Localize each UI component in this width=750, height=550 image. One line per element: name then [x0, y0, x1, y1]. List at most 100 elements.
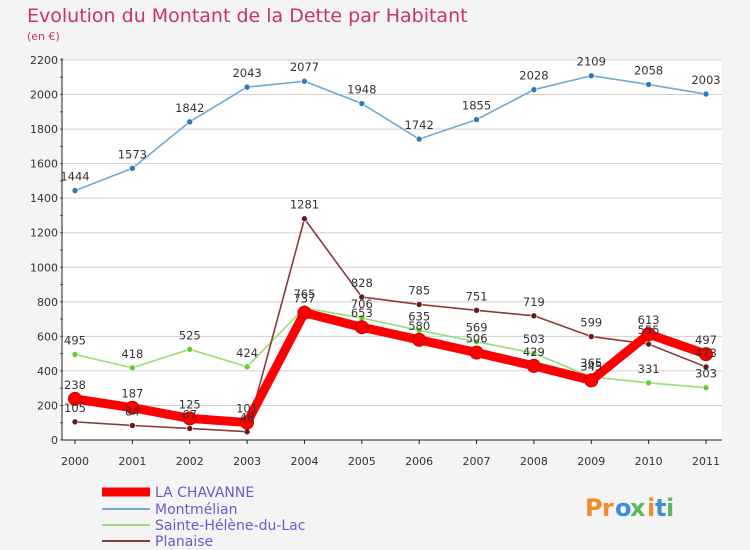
- data-label: 569: [466, 321, 488, 335]
- data-point: [301, 77, 308, 85]
- data-point: [243, 428, 251, 436]
- data-label: 67: [182, 407, 197, 421]
- data-point: [125, 400, 140, 415]
- data-label: 1842: [175, 101, 204, 115]
- y-tick-label: 1400: [30, 192, 58, 205]
- data-label: 105: [64, 401, 86, 415]
- data-label: 497: [695, 333, 717, 347]
- chart-subtitle: (en €): [27, 30, 60, 43]
- y-tick-label: 200: [37, 399, 58, 412]
- data-point: [415, 301, 423, 308]
- data-label: 125: [179, 397, 201, 411]
- data-label: 503: [523, 332, 545, 346]
- data-point: [530, 312, 538, 320]
- data-label: 1281: [290, 198, 319, 212]
- data-point: [129, 165, 136, 172]
- data-label: 613: [638, 313, 660, 327]
- data-point: [645, 81, 652, 88]
- data-label: 737: [293, 292, 315, 306]
- x-tick-label: 2008: [520, 455, 548, 468]
- data-label: 653: [351, 306, 373, 320]
- x-tick-label: 2001: [118, 455, 146, 468]
- data-point: [186, 346, 194, 353]
- data-label: 1444: [60, 170, 89, 184]
- y-tick-label: 600: [37, 330, 58, 343]
- data-label: 495: [64, 334, 86, 348]
- y-tick-label: 0: [51, 434, 58, 447]
- y-tick-label: 1200: [30, 227, 58, 240]
- x-tick-label: 2006: [405, 455, 433, 468]
- x-tick-label: 2007: [463, 455, 491, 468]
- x-tick-label: 2004: [290, 455, 318, 468]
- logo-letter: t: [655, 494, 666, 522]
- data-point: [526, 358, 541, 373]
- data-label: 2109: [577, 55, 606, 69]
- data-label: 751: [466, 289, 488, 303]
- data-point: [415, 135, 423, 143]
- data-point: [702, 90, 710, 98]
- data-point: [530, 349, 538, 357]
- data-point: [354, 320, 369, 335]
- data-label: 2043: [232, 66, 261, 80]
- y-tick-label: 2200: [30, 54, 58, 67]
- data-point: [584, 373, 599, 388]
- data-label: 765: [293, 287, 315, 301]
- data-point: [129, 364, 136, 372]
- data-point: [240, 415, 255, 430]
- series-line-1: [74, 74, 707, 192]
- data-label: 2003: [691, 73, 720, 87]
- data-point: [71, 418, 79, 426]
- data-point: [186, 425, 194, 432]
- data-label: 706: [351, 297, 373, 311]
- data-point: [530, 86, 538, 94]
- data-label: 331: [638, 362, 660, 376]
- logo-letter: x: [630, 494, 646, 522]
- data-point: [71, 187, 79, 194]
- legend-label: Sainte-Hélène-du-Lac: [155, 518, 305, 534]
- data-label: 2028: [519, 69, 548, 83]
- logo-letter: P: [585, 494, 603, 522]
- data-label: 1948: [347, 83, 376, 97]
- data-point: [412, 332, 427, 347]
- axes: 0 200 400 600 800 1000 1200 1400 1600 1800 2000 220…: [30, 54, 722, 468]
- data-point: [699, 347, 713, 362]
- y-tick-label: 400: [37, 365, 58, 378]
- y-tick-label: 800: [37, 296, 58, 309]
- data-point: [68, 391, 82, 406]
- y-tick-label: 1000: [30, 261, 58, 274]
- data-label: 48: [240, 411, 255, 425]
- data-label: 429: [523, 345, 545, 359]
- data-label: 828: [351, 276, 373, 290]
- data-label: 1573: [118, 147, 147, 161]
- x-tick-label: 2003: [233, 455, 261, 468]
- logo-letter: r: [602, 494, 614, 522]
- series-line-0: [70, 308, 711, 428]
- data-label: 424: [236, 346, 258, 360]
- data-label: 506: [466, 332, 488, 346]
- x-tick-label: 2000: [61, 455, 89, 468]
- data-label: 719: [523, 295, 545, 309]
- data-label: 785: [408, 283, 430, 297]
- legend-label: Montmélian: [155, 502, 238, 518]
- data-label: 345: [580, 359, 602, 373]
- data-point: [297, 305, 312, 320]
- data-label: 238: [64, 378, 86, 392]
- data-point: [186, 118, 194, 126]
- data-point: [358, 293, 366, 301]
- legend: LA CHAVANNEMontmélianSainte-Hélène-du-La…: [102, 485, 305, 550]
- data-point: [473, 116, 480, 123]
- data-point: [473, 306, 480, 314]
- data-label: 303: [695, 367, 717, 381]
- legend-label: Planaise: [155, 534, 213, 550]
- data-label: 84: [125, 404, 140, 418]
- y-tick-label: 1600: [30, 158, 58, 171]
- data-label: 599: [580, 316, 602, 330]
- data-label: 580: [408, 319, 430, 333]
- data-label: 1742: [405, 118, 434, 132]
- data-label: 525: [179, 328, 201, 342]
- data-label: 635: [408, 309, 430, 323]
- data-point: [243, 363, 251, 371]
- data-point: [587, 333, 595, 340]
